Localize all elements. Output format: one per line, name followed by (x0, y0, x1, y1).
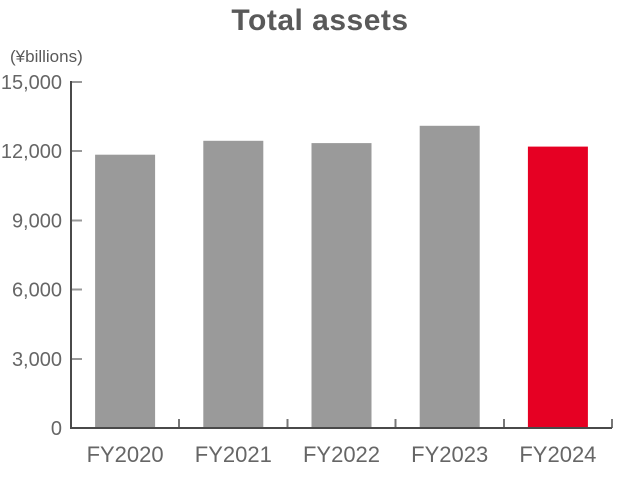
y-tick-label: 3,000 (12, 349, 62, 371)
x-category-label: FY2022 (303, 442, 380, 467)
bar-fy2024 (527, 146, 588, 428)
x-category-label: FY2023 (411, 442, 488, 467)
y-tick-label: 0 (51, 418, 62, 440)
chart-title: Total assets (231, 4, 409, 37)
bar-fy2021 (203, 140, 264, 429)
x-category-label: FY2021 (195, 442, 272, 467)
bar-fy2020 (95, 154, 156, 428)
x-category-label: FY2020 (87, 442, 164, 467)
y-tick-label: 9,000 (12, 210, 62, 232)
bar-fy2023 (419, 125, 480, 429)
x-category-label: FY2024 (519, 442, 596, 467)
bar-fy2022 (311, 143, 372, 428)
y-axis-unit-label: (¥billions) (10, 47, 83, 66)
y-tick-label: 15,000 (1, 72, 62, 94)
y-tick-label: 12,000 (1, 141, 62, 163)
y-tick-label: 6,000 (12, 280, 62, 302)
